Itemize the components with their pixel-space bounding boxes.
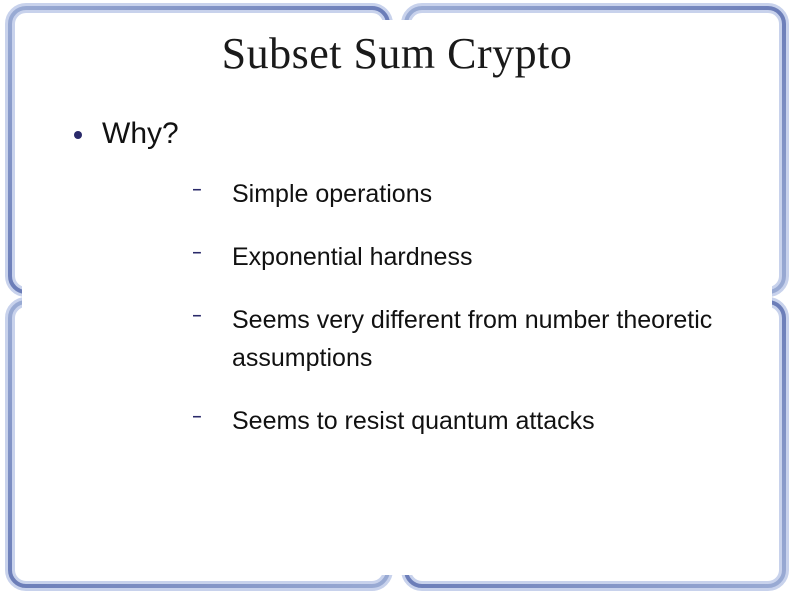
slide-content: Subset Sum Crypto Why? – Simple operatio… — [0, 0, 794, 595]
bullet-label: Why? — [102, 117, 179, 151]
subitem-text: Seems to resist quantum attacks — [232, 402, 595, 441]
subitem-text: Seems very different from number theoret… — [232, 301, 714, 379]
dash-icon: – — [190, 307, 204, 325]
dash-icon: – — [190, 181, 204, 199]
subitem-text: Simple operations — [232, 175, 432, 214]
slide-title: Subset Sum Crypto — [40, 28, 754, 79]
bullet-dot-icon — [74, 131, 82, 139]
list-item: – Seems very different from number theor… — [190, 301, 714, 379]
dash-icon: – — [190, 244, 204, 262]
list-item: – Exponential hardness — [190, 238, 714, 277]
sub-list: – Simple operations – Exponential hardne… — [190, 175, 714, 441]
list-item: – Simple operations — [190, 175, 714, 214]
list-item: – Seems to resist quantum attacks — [190, 402, 714, 441]
bullet-why: Why? — [74, 117, 754, 151]
subitem-text: Exponential hardness — [232, 238, 472, 277]
dash-icon: – — [190, 408, 204, 426]
